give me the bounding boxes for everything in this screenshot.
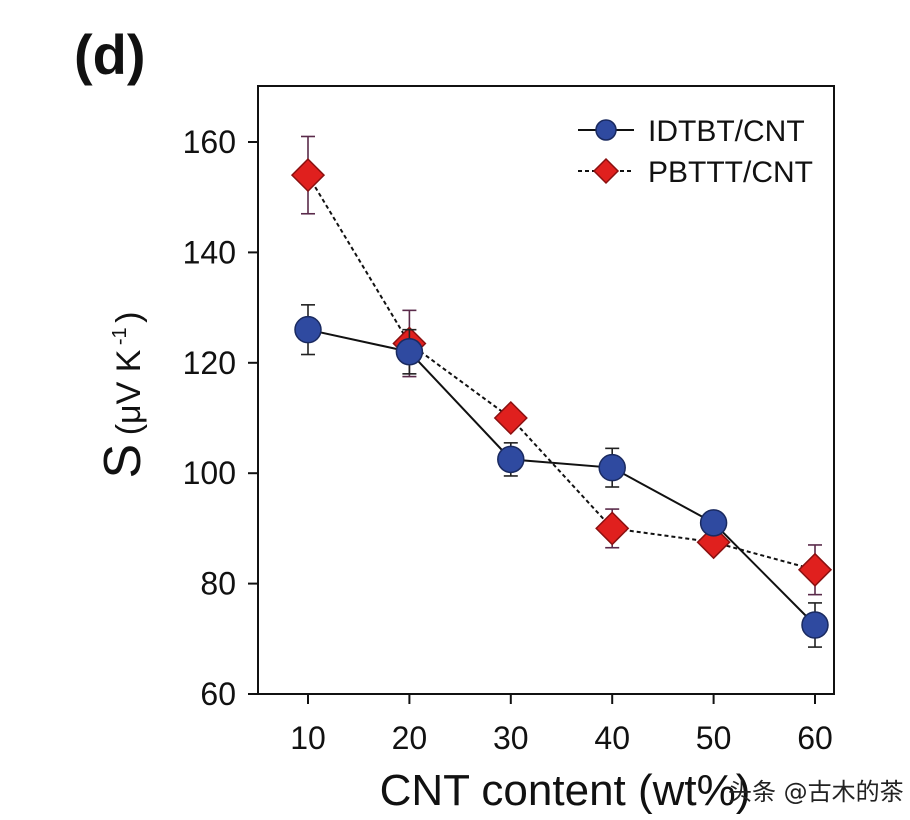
x-tick-label: 10: [290, 720, 326, 756]
legend-label-pbttt: PBTTT/CNT: [648, 156, 813, 189]
legend-marker-idtbt: [595, 119, 617, 141]
y-axis-title: S (μV K -1 ): [94, 312, 152, 479]
data-point-pbttt: [696, 525, 731, 560]
legend-label-idtbt: IDTBT/CNT: [648, 115, 805, 148]
y-tick-label: 140: [183, 234, 236, 270]
data-point-idtbt: [497, 445, 525, 474]
x-tick-label: 40: [594, 720, 630, 756]
data-point-idtbt: [395, 338, 424, 366]
legend: IDTBT/CNT PBTTT/CNT: [578, 115, 813, 189]
x-axis: 10 20 30 40 50 60: [290, 694, 833, 756]
y-tick-label: 160: [183, 124, 236, 160]
watermark: 头条 @古木的茶: [728, 778, 904, 806]
y-tick-label: 120: [183, 345, 236, 381]
y-axis-title-symbol: S: [94, 444, 152, 479]
y-axis: 60 80 100 120 140 160: [183, 124, 258, 712]
series-layer: [290, 135, 833, 648]
series-line-idtbt: [307, 328, 816, 626]
plot-frame: [257, 85, 835, 695]
data-point-pbttt: [595, 511, 630, 546]
x-tick-label: 50: [696, 720, 732, 756]
series-line-pbttt: [307, 174, 816, 571]
y-axis-title-unit-sup: -1: [109, 327, 131, 345]
data-point-pbttt: [797, 552, 833, 587]
y-tick-label: 100: [183, 455, 236, 491]
data-point-idtbt: [801, 611, 829, 639]
x-tick-label: 60: [797, 720, 833, 756]
data-point-idtbt: [699, 509, 728, 537]
y-tick-label: 80: [200, 566, 236, 602]
y-axis-title-unit-close: ): [110, 312, 148, 323]
data-point-idtbt: [598, 453, 626, 482]
x-tick-label: 30: [493, 720, 529, 756]
y-axis-title-unit: (μV K: [110, 349, 148, 435]
data-point-pbttt: [290, 158, 326, 193]
panel-label: (d): [74, 23, 146, 86]
x-tick-label: 20: [392, 720, 428, 756]
legend-marker-pbttt: [592, 157, 620, 185]
data-point-idtbt: [294, 315, 322, 344]
data-point-pbttt: [493, 400, 528, 436]
x-axis-title: CNT content (wt%): [380, 766, 751, 815]
y-tick-label: 60: [200, 676, 236, 712]
